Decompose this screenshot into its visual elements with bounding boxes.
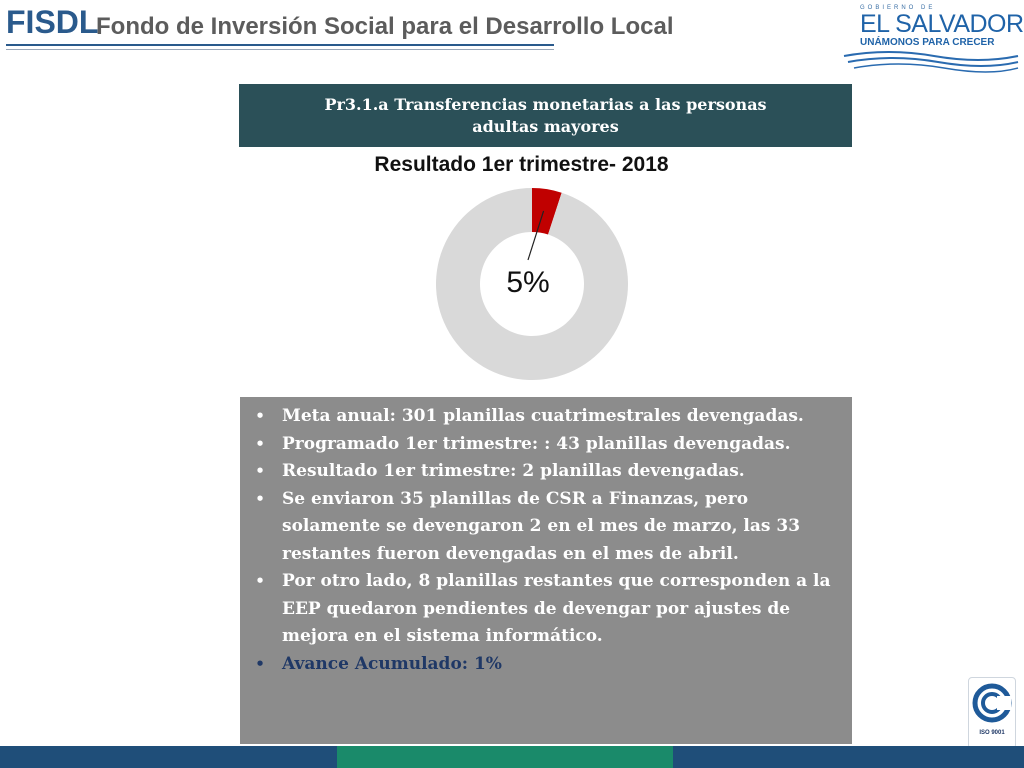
iso-logo-icon [972, 683, 1012, 723]
bullet-item: • Resultado 1er trimestre: 2 planillas de… [250, 458, 840, 486]
bullet-list: • Meta anual: 301 planillas cuatrimestral… [250, 403, 840, 678]
iso-text: ISO 9001 [979, 730, 1005, 736]
bullet-dot-icon: • [255, 489, 265, 508]
footer-stripes [0, 746, 1024, 768]
bullet-text: Programado 1er trimestre: : 43 planillas… [282, 433, 791, 454]
waves-icon [843, 51, 1019, 73]
bullet-text: Se enviaron 35 planillas de CSR a Finanz… [282, 488, 801, 564]
bullet-item: • Por otro lado, 8 planillas restantes qu… [250, 568, 840, 651]
chart-title: Resultado 1er trimestre- 2018 [374, 153, 669, 176]
bullet-item: • Programado 1er trimestre: : 43 planilla… [250, 431, 840, 459]
gov-slogan-text: UNÁMONOS PARA CRECER [860, 37, 995, 48]
bullet-dot-icon: • [255, 462, 265, 480]
logo-rule-thin [6, 49, 554, 50]
logo-rule [6, 44, 554, 46]
donut-chart: 5% [436, 188, 628, 380]
fisdl-logo: FISDL Fondo de Inversión Social para el … [0, 0, 674, 60]
bullet-dot-icon: • [255, 434, 265, 453]
bullet-item: • Meta anual: 301 planillas cuatrimestral… [250, 403, 840, 431]
bullet-item: • Avance Acumulado: 1% [250, 651, 840, 679]
bullet-item: • Se enviaron 35 planillas de CSR a Finan… [250, 486, 840, 569]
footer-stripe-right [673, 746, 1024, 768]
bullet-box: • Meta anual: 301 planillas cuatrimestral… [240, 397, 852, 744]
bullet-dot-icon: • [255, 654, 265, 673]
iso-badge: ISO 9001 [968, 677, 1016, 749]
donut-slice-restante [436, 188, 628, 380]
org-acronym: FISDL [6, 4, 99, 40]
title-banner: Pr3.1.a Transferencias monetarias a las … [239, 84, 852, 147]
bullet-text: Resultado 1er trimestre: 2 planillas dev… [282, 461, 745, 481]
gov-small-text: GOBIERNO DE [860, 5, 936, 11]
bullet-text: Meta anual: 301 planillas cuatrimestrale… [282, 406, 804, 426]
footer-stripe-middle [337, 746, 673, 768]
data-label-leader [527, 210, 545, 261]
bullet-text: Avance Acumulado: 1% [282, 653, 502, 674]
banner-title: Pr3.1.a Transferencias monetarias a las … [324, 94, 767, 136]
bullet-text: Por otro lado, 8 planillas restantes que… [282, 571, 831, 646]
org-name: Fondo de Inversión Social para el Desarr… [96, 13, 674, 40]
bullet-dot-icon: • [255, 572, 265, 590]
footer-stripe-left [0, 746, 337, 768]
bullet-dot-icon: • [255, 407, 265, 425]
el-salvador-logo: GOBIERNO DE EL SALVADOR UNÁMONOS PARA CR… [838, 0, 1024, 76]
data-label: 5% [506, 266, 549, 299]
gov-country-text: EL SALVADOR [860, 10, 1024, 38]
